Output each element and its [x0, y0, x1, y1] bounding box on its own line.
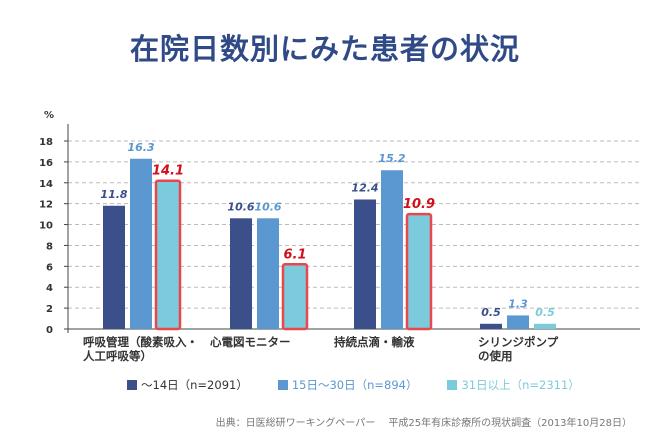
bar: [230, 218, 252, 329]
x-tick-label: 心電図モニター: [210, 335, 291, 349]
legend-swatch: [127, 380, 137, 390]
y-tick-label: 8: [46, 241, 53, 252]
data-label: 11.8: [100, 188, 127, 201]
highlight-frame: [405, 212, 433, 331]
legend-item: ～14日（n=2091）: [127, 377, 248, 393]
legend-item: 15日～30日（n=894）: [277, 377, 418, 393]
y-tick-label: 14: [39, 179, 53, 190]
bar: [534, 323, 556, 329]
data-label: 12.4: [351, 181, 378, 194]
data-label: 6.1: [283, 247, 306, 262]
data-label: 14.1: [152, 164, 184, 179]
y-tick-label: 4: [46, 283, 53, 294]
data-label: 0.5: [481, 306, 501, 319]
y-tick-label: 12: [39, 200, 53, 211]
legend: ～14日（n=2091） 15日～30日（n=894） 31日以上（n=2311）: [127, 377, 580, 393]
bar: [130, 158, 152, 329]
bar: [408, 215, 430, 329]
data-label: 16.3: [127, 141, 154, 154]
bar: [103, 205, 125, 329]
bar: [257, 218, 279, 329]
y-axis-unit: %: [44, 110, 54, 121]
bar: [381, 170, 403, 329]
legend-label: 31日以上（n=2311）: [461, 378, 580, 392]
highlight-frame: [281, 263, 309, 331]
highlight-frame: [154, 179, 182, 331]
source-note: 出典：日医総研ワーキングペーパー 平成25年有床診療所の現状調査（2013年10…: [215, 418, 632, 429]
y-tick-label: 10: [39, 221, 53, 232]
data-label: 10.6: [254, 200, 281, 213]
bar: [354, 199, 376, 329]
data-label: 10.9: [403, 197, 435, 212]
legend-swatch: [277, 380, 288, 390]
legend-label: 15日～30日（n=894）: [291, 378, 418, 392]
y-tick-label: 16: [39, 158, 53, 169]
legend-item: 31日以上（n=2311）: [447, 377, 580, 393]
data-label: 1.3: [508, 297, 528, 310]
bar: [157, 181, 179, 329]
data-label: 15.2: [378, 152, 405, 165]
x-tick-label: 呼吸管理（酸素吸入・: [83, 335, 198, 349]
x-tick-label: の使用: [478, 349, 513, 363]
data-label: 10.6: [227, 200, 254, 213]
y-tick-label: 2: [46, 304, 53, 315]
x-tick-label: シリンジポンプ: [478, 335, 559, 349]
bar: [507, 315, 529, 329]
y-tick-label: 0: [46, 325, 53, 336]
legend-swatch: [447, 380, 458, 390]
chart-title: 在院日数別にみた患者の状況: [129, 32, 520, 66]
bar: [284, 265, 306, 329]
legend-label: ～14日（n=2091）: [141, 378, 248, 392]
x-tick-label: 人工呼吸等）: [83, 349, 152, 363]
y-tick-label: 6: [46, 262, 53, 273]
data-label: 0.5: [535, 306, 555, 319]
y-tick-label: 18: [39, 137, 53, 148]
bar: [480, 323, 502, 329]
x-tick-label: 持続点滴・輸液: [334, 335, 415, 349]
